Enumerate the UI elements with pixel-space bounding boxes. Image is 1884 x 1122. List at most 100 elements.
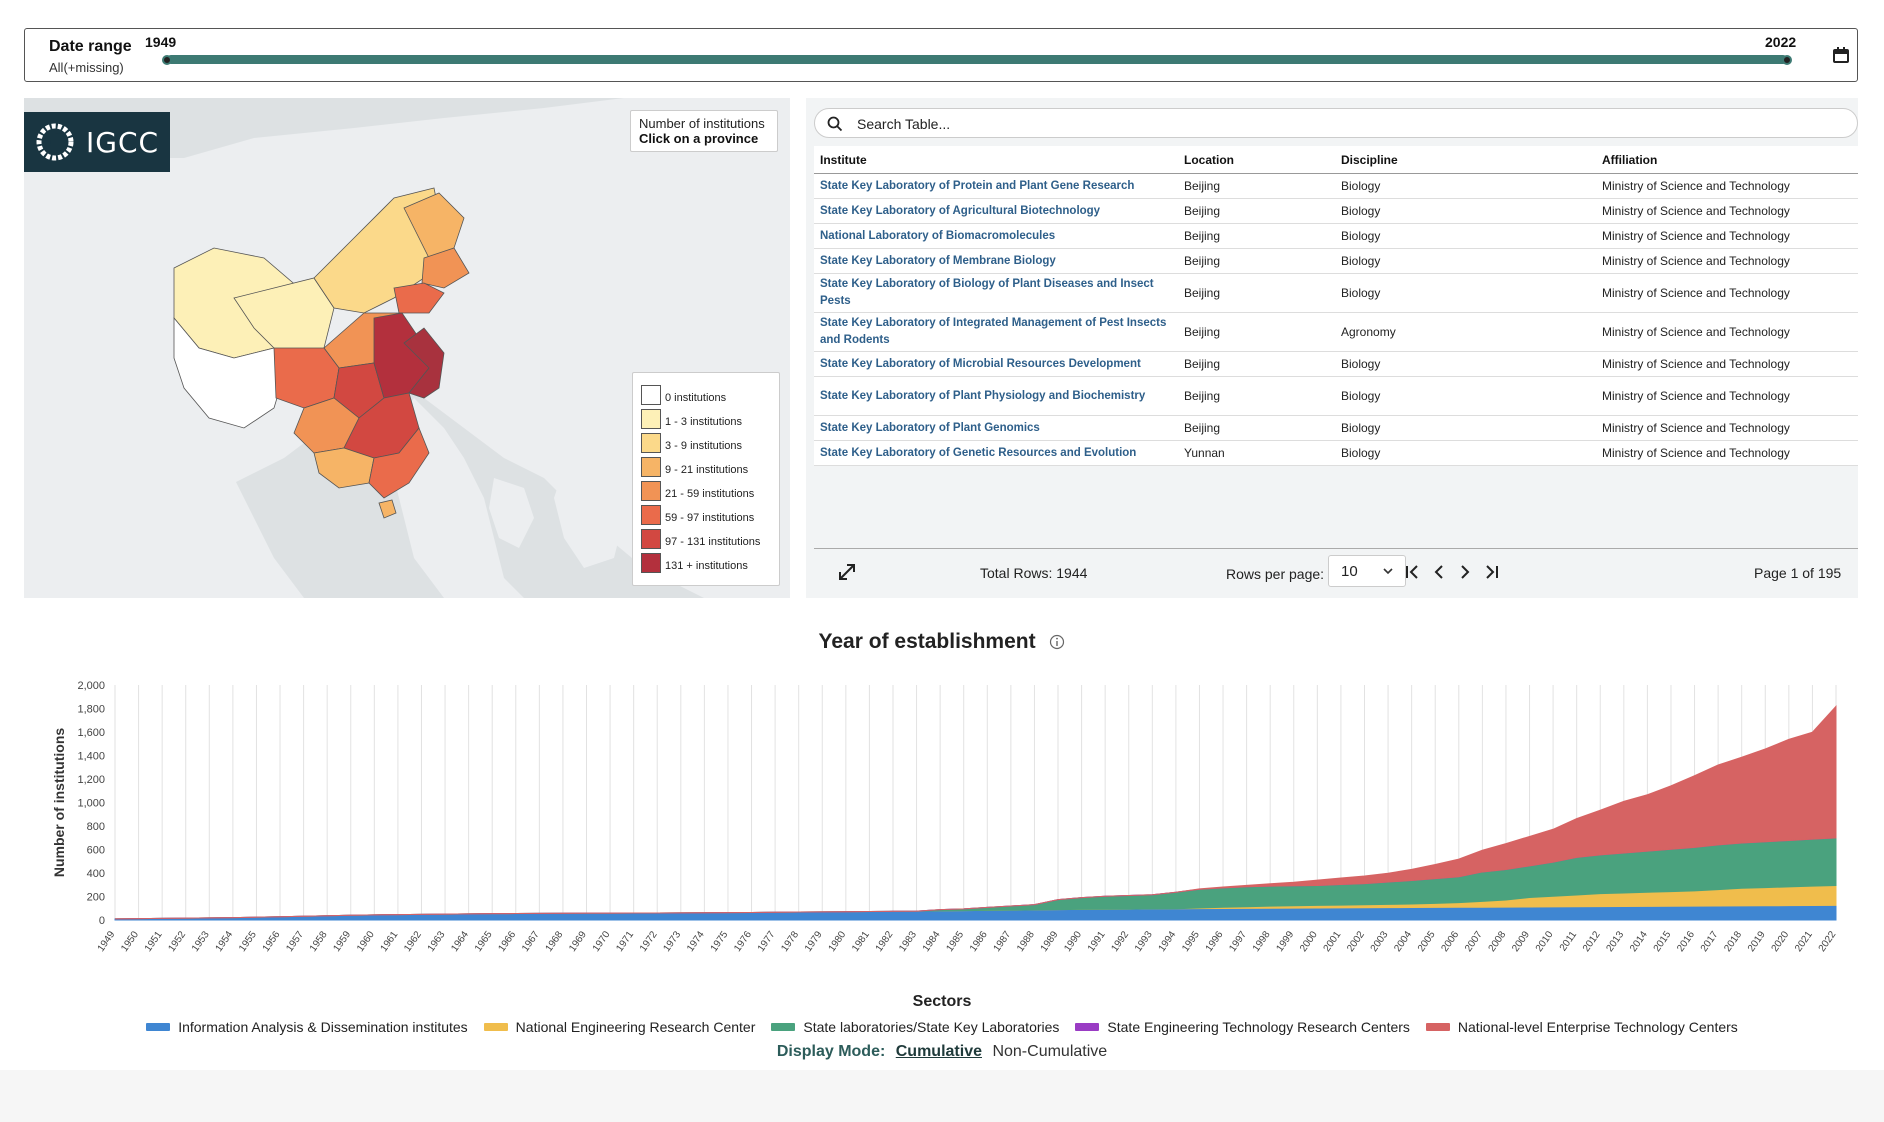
province-map[interactable]: IGCC Number of institutions Click on a p… (24, 98, 790, 598)
x-tick-label: 1970 (591, 929, 613, 954)
legend-label: 9 - 21 institutions (665, 464, 749, 476)
date-range-start-handle[interactable] (162, 55, 172, 65)
legend-swatch (641, 385, 661, 405)
x-tick-label: 1954 (214, 929, 236, 954)
search-icon (827, 116, 843, 132)
map-legend-item: 131 + institutions (641, 549, 771, 573)
table-row[interactable]: State Key Laboratory of Integrated Manag… (814, 313, 1858, 352)
sector-legend-item[interactable]: National-level Enterprise Technology Cen… (1425, 1019, 1738, 1035)
expand-icon[interactable] (836, 561, 858, 583)
date-range-slider-track[interactable] (167, 55, 1787, 64)
discipline-cell: Biology (1341, 229, 1381, 243)
display-mode-non-cumulative[interactable]: Non-Cumulative (992, 1043, 1108, 1060)
column-header-institute[interactable]: Institute (820, 152, 867, 167)
x-tick-label: 2000 (1298, 929, 1320, 954)
table-row[interactable]: State Key Laboratory of Biology of Plant… (814, 274, 1858, 313)
table-row[interactable]: State Key Laboratory of Plant Genomics Be… (814, 416, 1858, 441)
legend-label: 1 - 3 institutions (665, 416, 743, 428)
x-tick-label: 1978 (779, 929, 801, 954)
institute-cell[interactable]: State Key Laboratory of Biology of Plant… (820, 278, 1154, 307)
map-legend-item: 0 institutions (641, 381, 771, 405)
institute-cell[interactable]: State Key Laboratory of Genetic Resource… (820, 446, 1137, 459)
table-row[interactable]: State Key Laboratory of Genetic Resource… (814, 441, 1858, 466)
table-row[interactable]: National Laboratory of Biomacromolecules… (814, 224, 1858, 249)
affiliation-cell: Ministry of Science and Technology (1602, 421, 1790, 435)
sector-legend-item[interactable]: National Engineering Research Center (483, 1019, 755, 1035)
x-tick-label: 1997 (1227, 929, 1249, 954)
institute-cell[interactable]: National Laboratory of Biomacromolecules (820, 229, 1056, 242)
display-mode-cumulative[interactable]: Cumulative (895, 1043, 982, 1060)
institute-cell[interactable]: State Key Laboratory of Protein and Plan… (820, 179, 1135, 192)
table-row[interactable]: State Key Laboratory of Plant Physiology… (814, 377, 1858, 416)
chart-title: Year of establishment (818, 630, 1036, 653)
display-mode-label: Display Mode: (776, 1043, 886, 1060)
legend-swatch (641, 409, 661, 429)
x-tick-label: 1990 (1062, 929, 1084, 954)
x-tick-label: 1999 (1274, 929, 1296, 954)
x-tick-label: 1961 (379, 929, 401, 954)
x-tick-label: 1963 (426, 929, 448, 954)
institution-table-panel: Institute Location Discipline Affiliatio… (806, 98, 1858, 598)
first-page-icon[interactable] (1402, 561, 1424, 583)
last-page-icon[interactable] (1480, 561, 1502, 583)
x-tick-label: 2007 (1463, 929, 1485, 954)
search-input[interactable] (857, 113, 1837, 135)
institute-cell[interactable]: State Key Laboratory of Integrated Manag… (820, 317, 1167, 346)
legend-label: 59 - 97 institutions (665, 512, 755, 524)
y-tick-label: 1,600 (77, 727, 105, 739)
x-tick-label: 1989 (1039, 929, 1061, 954)
institution-table: Institute Location Discipline Affiliatio… (814, 146, 1858, 466)
next-page-icon[interactable] (1454, 561, 1476, 583)
rows-per-page-select[interactable]: 10 (1328, 555, 1406, 587)
institute-cell[interactable]: State Key Laboratory of Plant Genomics (820, 421, 1040, 434)
column-header-discipline[interactable]: Discipline (1341, 152, 1398, 167)
institute-cell[interactable]: State Key Laboratory of Membrane Biology (820, 254, 1056, 267)
area-series[interactable] (114, 704, 1837, 920)
table-row[interactable]: State Key Laboratory of Membrane Biology… (814, 249, 1858, 274)
column-header-location[interactable]: Location (1184, 152, 1234, 167)
y-tick-label: 1,800 (77, 704, 105, 716)
table-row[interactable]: State Key Laboratory of Microbial Resour… (814, 352, 1858, 377)
sector-legend-item[interactable]: Information Analysis & Dissemination ins… (146, 1019, 468, 1035)
map-legend-item: 1 - 3 institutions (641, 405, 771, 429)
x-tick-label: 1984 (921, 929, 943, 954)
discipline-cell: Agronomy (1341, 325, 1396, 339)
location-cell: Beijing (1184, 204, 1221, 218)
sector-swatch (1075, 1023, 1100, 1031)
institute-cell[interactable]: State Key Laboratory of Agricultural Bio… (820, 204, 1101, 217)
legend-swatch (641, 505, 661, 525)
y-tick-label: 2,000 (77, 680, 105, 692)
sector-label: State Engineering Technology Research Ce… (1107, 1019, 1410, 1035)
previous-page-icon[interactable] (1428, 561, 1450, 583)
x-tick-label: 1972 (638, 929, 660, 954)
x-tick-label: 1968 (544, 929, 566, 954)
x-tick-label: 1981 (850, 929, 872, 954)
map-legend-item: 59 - 97 institutions (641, 501, 771, 525)
map-legend-item: 3 - 9 institutions (641, 429, 771, 453)
date-range-end-handle[interactable] (1782, 55, 1792, 65)
x-tick-label: 2015 (1652, 929, 1674, 954)
location-cell: Beijing (1184, 229, 1221, 243)
legend-swatch (641, 553, 661, 573)
x-tick-label: 1988 (1015, 929, 1037, 954)
calendar-icon[interactable] (1832, 46, 1850, 64)
institute-cell[interactable]: State Key Laboratory of Plant Physiology… (820, 389, 1146, 402)
affiliation-cell: Ministry of Science and Technology (1602, 357, 1790, 371)
area-series[interactable] (114, 904, 1837, 921)
table-row[interactable]: State Key Laboratory of Agricultural Bio… (814, 199, 1858, 224)
info-icon[interactable] (1049, 634, 1065, 650)
legend-swatch (641, 433, 661, 453)
map-tooltip: Number of institutions Click on a provin… (630, 110, 778, 152)
sector-legend-item[interactable]: State Engineering Technology Research Ce… (1075, 1019, 1410, 1035)
x-tick-label: 2009 (1510, 929, 1532, 954)
legend-swatch (641, 529, 661, 549)
x-tick-label: 1973 (661, 929, 683, 954)
column-header-affiliation[interactable]: Affiliation (1602, 152, 1658, 167)
y-tick-label: 1,200 (77, 774, 105, 786)
institute-cell[interactable]: State Key Laboratory of Microbial Resour… (820, 357, 1141, 370)
date-range-subtitle: All(+missing) (49, 60, 124, 75)
x-tick-label: 2011 (1558, 929, 1580, 953)
sector-legend-item[interactable]: State laboratories/State Key Laboratorie… (771, 1019, 1059, 1035)
table-row[interactable]: State Key Laboratory of Protein and Plan… (814, 174, 1858, 199)
